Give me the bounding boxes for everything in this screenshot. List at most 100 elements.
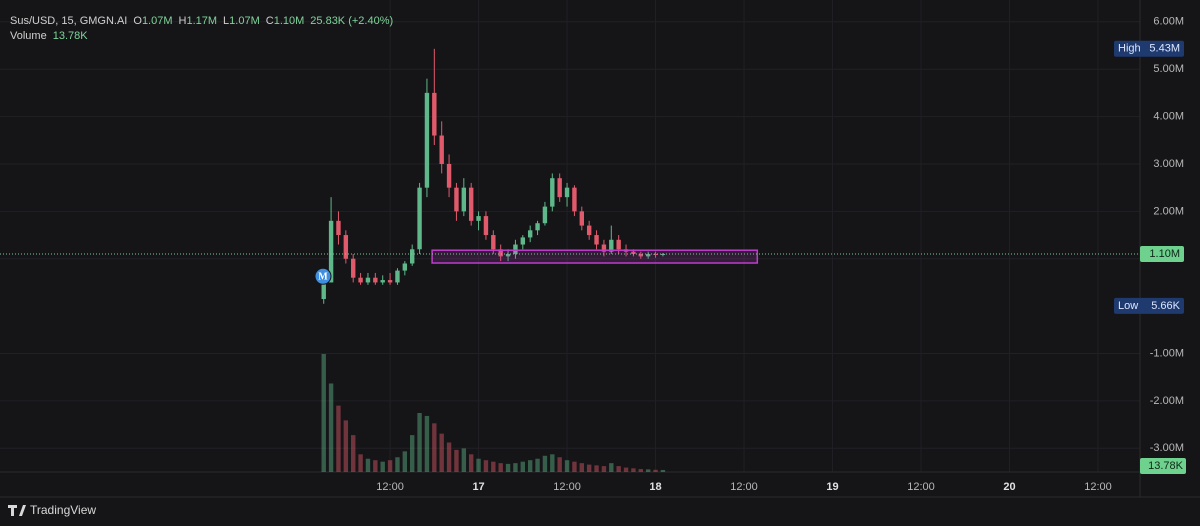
candle-body xyxy=(395,270,400,283)
candle-body xyxy=(491,235,496,250)
last-price-badge xyxy=(1140,246,1184,263)
candle-body xyxy=(645,254,651,257)
last-price-label: 1.10M xyxy=(1149,248,1180,260)
volume-bar xyxy=(380,461,385,472)
candle-body xyxy=(321,282,326,300)
x-tick-label: 19 xyxy=(826,481,838,493)
legend-key: C xyxy=(266,15,274,27)
x-tick-label: 12:00 xyxy=(376,481,404,493)
volume-bar xyxy=(527,460,533,472)
y-tick-label: 5.00M xyxy=(1153,63,1184,75)
x-tick-label: 12:00 xyxy=(730,481,758,493)
volume-bar xyxy=(594,465,599,472)
candle-body xyxy=(328,220,334,283)
legend-key: O xyxy=(133,15,142,27)
x-tick-label: 17 xyxy=(472,481,484,493)
volume-bar xyxy=(321,354,326,472)
legend-change: 25.83K (+2.40%) xyxy=(310,15,393,27)
x-tick-label: 12:00 xyxy=(907,481,935,493)
volume-bar xyxy=(623,467,629,472)
volume-bar xyxy=(586,464,592,472)
volume-bar xyxy=(609,463,614,472)
volume-bar xyxy=(653,469,658,472)
candle-body xyxy=(535,223,540,231)
candle-body xyxy=(380,280,385,283)
y-tick-label: 4.00M xyxy=(1153,110,1184,122)
volume-bar xyxy=(351,435,356,472)
y-tick-label: -1.00M xyxy=(1150,347,1184,359)
candle-body xyxy=(572,187,577,212)
volume-bar xyxy=(616,466,621,472)
candle-body xyxy=(616,239,621,250)
candle-body xyxy=(594,235,599,245)
high-badge xyxy=(1114,40,1184,57)
candle-body xyxy=(454,187,459,212)
low-badge xyxy=(1114,297,1184,314)
volume-bar xyxy=(557,457,562,472)
candle-body xyxy=(498,249,503,257)
volume-bar xyxy=(660,469,666,472)
candle-body xyxy=(351,258,356,278)
volume-bar xyxy=(358,454,363,472)
event-marker xyxy=(314,267,332,285)
candle-body xyxy=(609,239,614,252)
volume-bar xyxy=(343,420,349,472)
volume-bar xyxy=(365,458,371,472)
volume-bar xyxy=(476,458,481,472)
volume-bar xyxy=(387,460,393,472)
candle-body xyxy=(358,277,363,283)
volume-bar xyxy=(550,454,555,472)
volume-bar xyxy=(505,463,511,472)
legend-value: 1.07M xyxy=(229,15,260,27)
candle-body xyxy=(638,254,643,257)
volume-bar xyxy=(520,461,526,472)
volume-bar xyxy=(402,451,408,472)
volume-bar xyxy=(461,448,467,472)
volume-bar xyxy=(631,468,636,472)
candle-body xyxy=(564,187,570,198)
legend-value: 1.17M xyxy=(186,15,217,27)
volume-bar xyxy=(491,461,496,472)
x-tick-label: 18 xyxy=(649,481,661,493)
candle-body xyxy=(513,244,518,255)
volume-layer xyxy=(321,354,666,472)
candle-body xyxy=(550,178,555,207)
legend-volume-label: Volume xyxy=(10,30,47,42)
y-tick-label: 3.00M xyxy=(1153,158,1184,170)
candle-body xyxy=(520,237,526,245)
candle-body xyxy=(527,230,533,238)
candle-body xyxy=(409,249,415,264)
volume-bar xyxy=(645,469,651,472)
candle-body xyxy=(660,254,666,256)
volume-bar xyxy=(564,460,570,472)
legend-line: Sus/USD, 15, GMGN.AI O1.07M H1.17M L1.07M C1… xyxy=(10,15,393,27)
x-tick-label: 20 xyxy=(1003,481,1015,493)
candle-body xyxy=(586,225,592,236)
candle-body xyxy=(542,206,548,224)
volume-bar xyxy=(432,423,437,472)
volume-badge xyxy=(1140,458,1186,474)
volume-bar xyxy=(483,460,489,472)
volume-bar xyxy=(373,460,378,472)
candle-body xyxy=(373,277,378,283)
volume-bar xyxy=(572,461,577,472)
x-tick-label: 12:00 xyxy=(553,481,581,493)
candle-body xyxy=(446,163,452,188)
volume-bar xyxy=(409,435,415,472)
overlay-layer: M xyxy=(0,249,1140,285)
volume-bar xyxy=(498,463,503,472)
low-label: 5.66K xyxy=(1151,300,1180,312)
volume-bar xyxy=(535,458,540,472)
volume-bar xyxy=(328,383,334,472)
y-tick-label: 2.00M xyxy=(1153,205,1184,217)
low-name: Low xyxy=(1118,300,1138,312)
candle-body xyxy=(432,92,437,136)
volume-bar xyxy=(513,463,518,472)
volume-bar xyxy=(424,415,430,472)
volume-bar xyxy=(601,466,607,472)
y-tick-label: -2.00M xyxy=(1150,395,1184,407)
candle-body xyxy=(468,187,474,221)
volume-bar xyxy=(336,405,341,472)
